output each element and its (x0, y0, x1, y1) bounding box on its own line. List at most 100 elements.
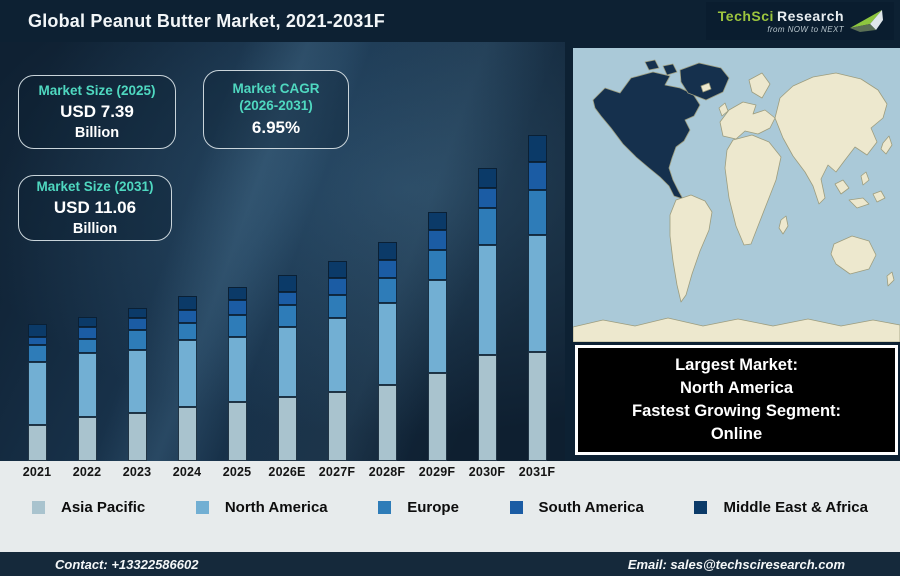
contact-email: Email: sales@techsciresearch.com (627, 556, 845, 572)
legend-item-north-america: North America (195, 499, 328, 516)
bar-segment-middle-east-africa (127, 308, 147, 318)
bar-segment-north-america (177, 340, 197, 407)
legend-item-europe: Europe (378, 499, 459, 516)
bar-segment-europe (27, 345, 47, 362)
title-bar: Global Peanut Butter Market, 2021-2031F … (0, 0, 900, 42)
map-region-se-asia (834, 179, 850, 195)
note-line: Largest Market: (675, 356, 798, 374)
logo-tagline: from NOW to NEXT (767, 24, 844, 34)
legend-swatch (509, 501, 523, 514)
legend-label: South America (538, 499, 644, 516)
bar-segment-north-america (527, 235, 547, 352)
techsci-logo: TechSci Research from NOW to NEXT (706, 2, 894, 40)
bar-2025 (227, 287, 247, 461)
bar-segment-north-america (327, 318, 347, 392)
bar-segment-asia-pacific (277, 397, 297, 461)
stat-box-market-size-2031: Market Size (2031) USD 11.06 Billion (18, 175, 172, 241)
bar-segment-south-america (377, 260, 397, 278)
bar-segment-middle-east-africa (177, 296, 197, 310)
footer-bar: Contact: +13322586602 Email: sales@techs… (0, 552, 900, 576)
chart-legend: Asia Pacific North America Europe South Ame… (0, 499, 900, 516)
bar-segment-middle-east-africa (327, 261, 347, 278)
axis-and-legend-strip: 2021 2022 2023 2024 2025 2026E 2027F 2028F 2029F… (0, 461, 900, 552)
bar-segment-south-america (27, 337, 47, 345)
bar-2031F (527, 135, 547, 461)
bar-segment-south-america (327, 278, 347, 295)
map-region-south-america (669, 194, 713, 303)
bar-segment-middle-east-africa (227, 287, 247, 300)
main-area: Market Size (2025) USD 7.39 Billion Mark… (0, 42, 900, 461)
bar-segment-middle-east-africa (477, 168, 497, 188)
legend-item-south-america: South America (509, 499, 644, 516)
bar-segment-south-america (427, 230, 447, 250)
bar-segment-asia-pacific (77, 417, 97, 461)
map-region-europe (719, 101, 776, 140)
bar-segment-europe (227, 315, 247, 337)
x-axis-label-2024: 2024 (172, 465, 202, 479)
legend-swatch (32, 501, 45, 514)
x-axis-label-2026E: 2026E (268, 465, 306, 479)
bar-segment-asia-pacific (127, 413, 147, 461)
stat-label: Market CAGR (2026-2031) (232, 81, 320, 113)
map-panel: Largest Market: North America Fastest Gr… (565, 42, 900, 461)
bar-segment-north-america (127, 350, 147, 413)
map-region-australia (830, 235, 877, 275)
note-line: Online (710, 425, 763, 443)
bar-segment-asia-pacific (177, 407, 197, 461)
map-region-iceland (700, 82, 712, 93)
legend-swatch (195, 501, 209, 514)
bar-segment-south-america (127, 318, 147, 330)
bar-segment-europe (177, 323, 197, 340)
map-region-madagascar (778, 215, 789, 235)
x-axis-label-2028F: 2028F (368, 465, 406, 479)
bar-2028F (377, 242, 397, 461)
map-arctic-island (662, 63, 678, 76)
map-region-scandinavia (748, 72, 771, 99)
bar-segment-south-america (277, 292, 297, 305)
stat-unit: Billion (74, 125, 120, 142)
bar-segment-south-america (77, 327, 97, 339)
stat-box-market-cagr: Market CAGR (2026-2031) 6.95% (203, 70, 349, 149)
page-title: Global Peanut Butter Market, 2021-2031F (28, 10, 385, 31)
stat-label: Market Size (2025) (38, 82, 156, 98)
bar-2026E (277, 275, 297, 461)
bar-segment-north-america (77, 353, 97, 417)
logo-brand2-text: Research (776, 7, 844, 24)
x-axis-label-2030F: 2030F (468, 465, 506, 479)
bar-2024 (177, 296, 197, 461)
bar-segment-south-america (477, 188, 497, 208)
bar-segment-north-america (477, 245, 497, 355)
bar-segment-north-america (227, 337, 247, 402)
bar-segment-middle-east-africa (77, 317, 97, 327)
bar-segment-north-america (27, 362, 47, 425)
bar-2029F (427, 212, 447, 461)
x-axis-label-2022: 2022 (72, 465, 102, 479)
x-axis-label-2023: 2023 (122, 465, 152, 479)
bar-segment-europe (377, 278, 397, 303)
bar-segment-middle-east-africa (527, 135, 547, 162)
stat-unit: Billion (72, 221, 118, 238)
bar-segment-europe (527, 190, 547, 235)
logo-arrow-icon (850, 10, 883, 32)
stat-value: USD 11.06 (53, 198, 137, 218)
stat-label: Market Size (2031) (36, 178, 154, 194)
bar-segment-asia-pacific (27, 425, 47, 461)
map-region-japan (880, 135, 893, 155)
bar-segment-asia-pacific (377, 385, 397, 461)
legend-label: Middle East & Africa (723, 499, 868, 516)
stat-value: 6.95% (251, 117, 301, 137)
bar-segment-middle-east-africa (277, 275, 297, 292)
x-axis-label-2021: 2021 (22, 465, 52, 479)
logo-brand-text: TechSci (717, 7, 774, 24)
bar-segment-europe (327, 295, 347, 318)
bar-2027F (327, 261, 347, 461)
bar-2022 (77, 317, 97, 461)
legend-swatch (378, 501, 392, 514)
bar-segment-south-america (227, 300, 247, 315)
world-map (573, 48, 900, 342)
x-axis-label-2031F: 2031F (518, 465, 556, 479)
bar-segment-north-america (427, 280, 447, 373)
map-region-new-zealand (886, 271, 895, 287)
bar-segment-asia-pacific (477, 355, 497, 461)
map-region-antarctica (573, 317, 900, 342)
